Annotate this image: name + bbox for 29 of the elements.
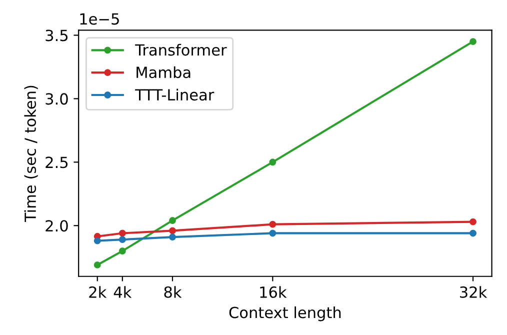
x-axis-title: Context length (229, 306, 341, 322)
point (269, 220, 276, 228)
legend-label: TTT-Linear (135, 88, 214, 101)
point (94, 261, 101, 268)
point (118, 230, 126, 237)
point (118, 248, 126, 254)
y-tick-label: 2.0 (46, 220, 68, 232)
x-tick-label: 2k (89, 286, 107, 298)
point (169, 217, 176, 224)
x-tick-label: 8k (164, 286, 182, 298)
point (269, 230, 276, 237)
y-tick-label: 2.5 (46, 156, 68, 168)
point (470, 38, 476, 46)
x-tick-label: 32k (460, 286, 488, 298)
point (118, 236, 126, 244)
point (269, 158, 276, 166)
point (470, 218, 476, 226)
y-axis-title: Time (sec / token) (24, 86, 38, 222)
x-tick-label: 16k (260, 286, 287, 298)
point (94, 237, 101, 244)
y-tick-label: 3.5 (46, 30, 68, 42)
point (470, 230, 476, 237)
point (169, 227, 176, 234)
point (169, 234, 176, 240)
text: 1e−5 (80, 13, 119, 25)
x-tick-label: 4k (114, 286, 132, 298)
legend-label: Transformer (135, 44, 227, 56)
legend-label: Mamba (136, 66, 190, 78)
y-tick-label: 3.0 (46, 93, 68, 105)
